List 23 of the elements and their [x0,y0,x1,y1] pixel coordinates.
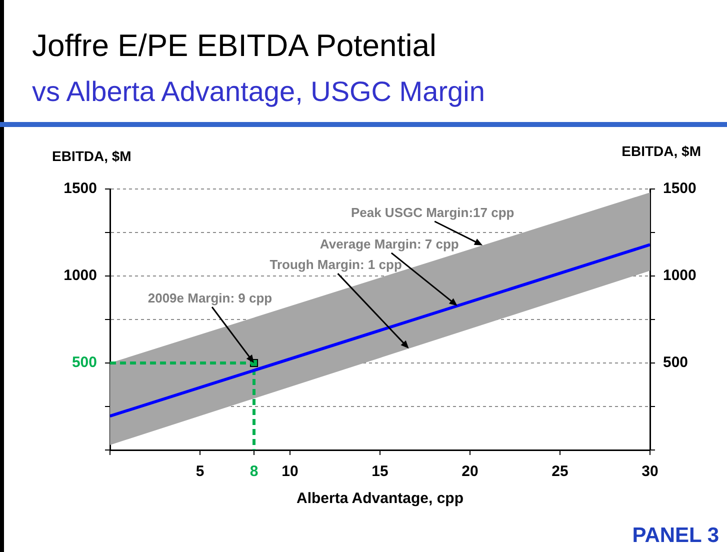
y2-axis-title: EBITDA, $M [622,143,701,159]
y-tick-label: 500 [72,354,97,372]
text: PANEL 3 [632,524,719,548]
chart-subtitle: vs Alberta Advantage, USGC Margin [32,76,485,108]
x-tick-label: 5 [196,463,204,480]
annotation: Average Margin: 7 cpp [320,236,459,252]
chart-title: Joffre E/PE EBITDA Potential [32,28,436,64]
y-tick-label: 1000 [64,267,97,284]
x-tick-label: 10 [282,463,298,480]
y2-tick-label: 1500 [663,180,696,198]
annotation: Peak USGC Margin:17 cpp [350,204,514,220]
x-axis-title: Alberta Advantage, cpp [296,490,464,508]
x-tick-label: 15 [372,463,388,480]
y2-tick-label: 1000 [663,267,696,284]
x-tick-label: 20 [462,463,478,480]
x-tick-label: 8 [250,463,258,480]
annotation: Trough Margin: 1 cpp [270,257,402,272]
annotation: 2009e Margin: 9 cpp [148,290,272,306]
y-tick-label: 1500 [64,180,97,198]
x-tick-label: 30 [642,463,658,480]
x-tick-label: 25 [552,463,568,480]
y2-tick-label: 500 [663,354,688,372]
y-axis-title: EBITDA, $M [52,148,132,164]
